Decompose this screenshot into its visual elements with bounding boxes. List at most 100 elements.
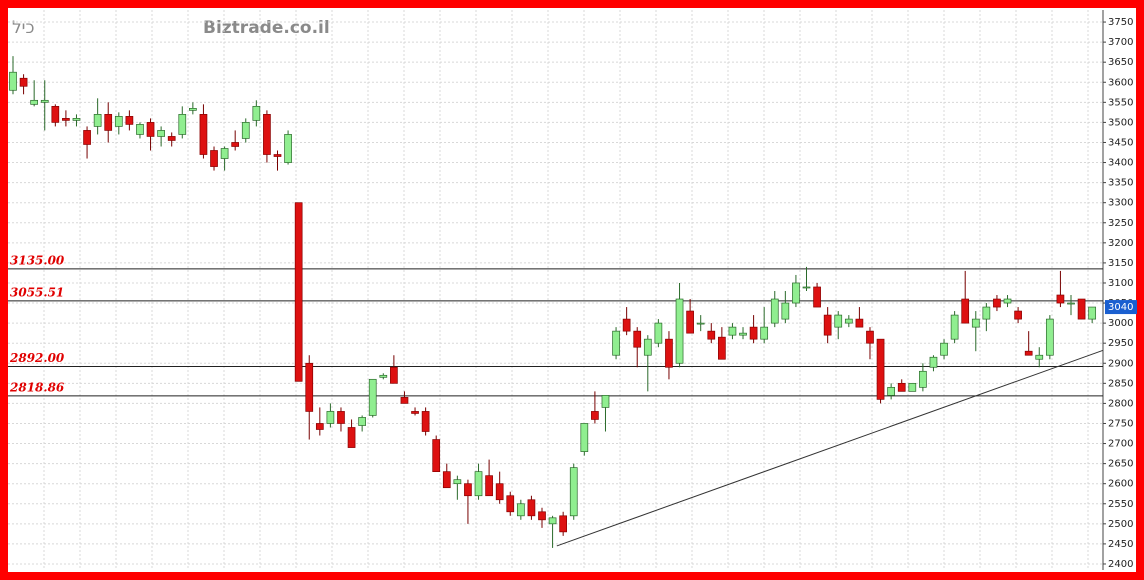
level-label: 3055.51 bbox=[10, 285, 64, 299]
candle-body bbox=[40, 99, 49, 103]
candle-body bbox=[411, 411, 419, 414]
candle-body bbox=[495, 483, 504, 501]
candle-body bbox=[844, 318, 853, 324]
candle-body bbox=[1067, 302, 1075, 305]
candle-body bbox=[866, 330, 874, 344]
candle-body bbox=[739, 332, 747, 336]
y-tick-label: 2750 bbox=[1108, 418, 1133, 429]
candle-body bbox=[993, 298, 1001, 308]
candle-body bbox=[368, 378, 377, 416]
y-tick-label: 3200 bbox=[1108, 238, 1133, 249]
level-label: 2892.00 bbox=[9, 351, 65, 365]
candle-body bbox=[591, 411, 599, 420]
candle-body bbox=[770, 298, 779, 324]
candle-body bbox=[252, 105, 261, 121]
candle-body bbox=[686, 310, 694, 334]
candle-body bbox=[929, 356, 938, 368]
y-tick-label: 2550 bbox=[1108, 499, 1133, 510]
candle-body bbox=[157, 130, 165, 137]
candle-body bbox=[971, 318, 980, 328]
y-tick-label: 2500 bbox=[1108, 519, 1133, 530]
candle-body bbox=[104, 114, 113, 131]
candle-body bbox=[1003, 298, 1012, 304]
candle-body bbox=[876, 338, 885, 400]
candle-body bbox=[601, 395, 610, 408]
candle-body bbox=[580, 423, 589, 452]
y-tick-label: 3450 bbox=[1108, 137, 1133, 148]
candle-body bbox=[167, 136, 176, 141]
candle-body bbox=[19, 77, 28, 87]
candle-body bbox=[950, 314, 959, 340]
candle-body bbox=[337, 411, 345, 424]
y-tick-label: 3500 bbox=[1108, 117, 1133, 128]
chart-title: Biztrade.co.il bbox=[203, 18, 330, 38]
candle-body bbox=[940, 342, 948, 356]
y-tick-label: 3650 bbox=[1108, 57, 1133, 68]
y-tick-label: 3250 bbox=[1108, 218, 1133, 229]
y-tick-label: 2950 bbox=[1108, 338, 1133, 349]
candle-body bbox=[897, 382, 906, 392]
candle-body bbox=[527, 499, 536, 517]
y-tick-label: 2650 bbox=[1108, 459, 1133, 470]
candle-body bbox=[189, 108, 197, 111]
y-tick-label: 2900 bbox=[1108, 358, 1133, 369]
y-tick-label: 3000 bbox=[1108, 318, 1133, 329]
candle-body bbox=[855, 318, 864, 328]
candle-body bbox=[548, 517, 557, 525]
candle-body bbox=[125, 116, 134, 125]
candle-body bbox=[665, 338, 673, 368]
candle-body bbox=[506, 495, 515, 513]
y-tick-label: 2400 bbox=[1108, 559, 1133, 570]
candle-body bbox=[633, 330, 642, 348]
candle-body bbox=[1056, 294, 1065, 304]
candle-body bbox=[823, 314, 832, 336]
candle-body bbox=[347, 427, 356, 448]
candle-body bbox=[474, 471, 483, 497]
candle-body bbox=[1045, 318, 1054, 356]
candle-body bbox=[93, 114, 102, 127]
candle-body bbox=[464, 483, 472, 497]
trend-line bbox=[556, 349, 1103, 547]
y-tick-label: 3300 bbox=[1108, 198, 1133, 209]
candle-body bbox=[1024, 350, 1033, 356]
candle-body bbox=[294, 202, 303, 382]
candle-body bbox=[569, 467, 578, 517]
candle-body bbox=[231, 142, 240, 147]
candle-body bbox=[612, 330, 620, 356]
candle-body bbox=[83, 130, 91, 145]
candle-body bbox=[390, 366, 398, 384]
y-tick-label: 3550 bbox=[1108, 97, 1133, 108]
y-tick-label: 3100 bbox=[1108, 278, 1133, 289]
candle-body bbox=[1088, 306, 1097, 320]
candle-body bbox=[728, 326, 737, 336]
candle-body bbox=[813, 286, 821, 308]
candle-body bbox=[178, 114, 187, 135]
candle-body bbox=[1077, 298, 1086, 320]
candle-body bbox=[675, 298, 684, 364]
candle-body bbox=[559, 515, 568, 533]
candle-body bbox=[432, 439, 441, 472]
candle-body bbox=[749, 326, 758, 340]
level-label: 2818.86 bbox=[9, 380, 65, 394]
candle-body bbox=[284, 134, 292, 163]
candle-body bbox=[400, 397, 409, 404]
candle-body bbox=[358, 417, 366, 426]
candle-body bbox=[802, 286, 811, 289]
y-tick-label: 2800 bbox=[1108, 398, 1133, 409]
candle-body bbox=[643, 338, 652, 356]
candle-body bbox=[114, 116, 123, 127]
y-tick-label: 3700 bbox=[1108, 37, 1133, 48]
candle-body bbox=[146, 122, 155, 137]
candle-body bbox=[30, 99, 39, 105]
candle-body bbox=[421, 411, 430, 432]
candle-body bbox=[273, 154, 282, 157]
candle-body bbox=[538, 511, 546, 521]
candle-body bbox=[72, 118, 81, 121]
last-price-box bbox=[1105, 300, 1137, 315]
candle-body bbox=[622, 318, 631, 332]
candle-body bbox=[485, 475, 493, 497]
candle-body bbox=[1014, 310, 1022, 320]
candle-body bbox=[220, 148, 229, 159]
candle-body bbox=[961, 298, 970, 324]
candle-body bbox=[210, 150, 218, 167]
